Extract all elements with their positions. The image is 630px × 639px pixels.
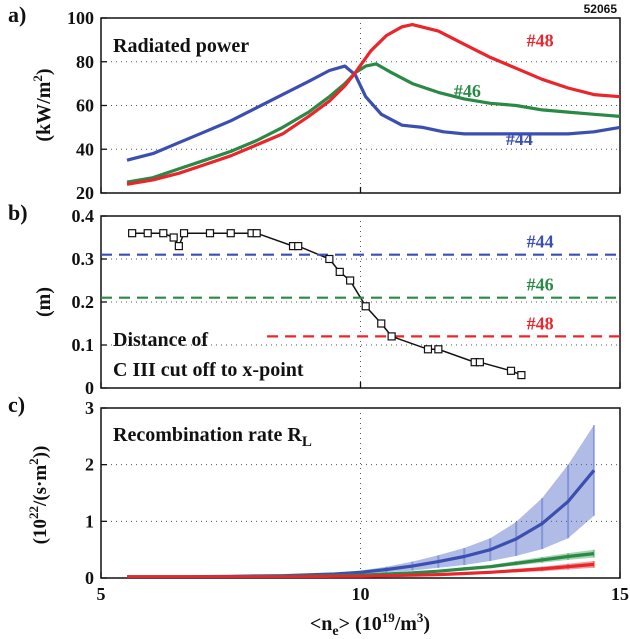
distance-marker <box>174 242 183 251</box>
distance-marker <box>517 371 526 380</box>
distance-marker <box>506 366 516 375</box>
panel-a-title: Radiated power <box>113 35 249 57</box>
error-band-blue <box>127 425 594 577</box>
distance-marker <box>128 229 137 238</box>
shot-number: 52065 <box>584 2 618 16</box>
panel-b-markers <box>128 229 526 380</box>
distance-marker <box>143 229 152 238</box>
ytick-label: 0.3 <box>72 249 95 269</box>
panel-a-plot <box>126 23 620 186</box>
recombination-line-red <box>127 562 595 578</box>
distance-marker <box>346 276 355 285</box>
xtick-label: 10 <box>352 584 370 604</box>
tick-labels: 20 40 60 80 100 0 0.1 0.2 0.3 0.4 0 1 2 3 5 10 15 <box>67 8 629 604</box>
panel-c-title: Recombination rate RL <box>113 424 312 450</box>
panel-b-plot <box>101 232 620 376</box>
distance-marker <box>169 233 178 242</box>
series-line-46 <box>126 62 620 184</box>
panel-a-letter: a) <box>8 2 26 27</box>
distance-marker <box>377 319 386 328</box>
ytick-label: 80 <box>76 52 94 72</box>
ytick-label: 0.2 <box>72 292 95 312</box>
distance-marker <box>159 229 168 238</box>
distance-marker <box>475 358 484 367</box>
panel-b-grid <box>100 215 621 389</box>
distance-marker <box>205 229 215 238</box>
panel-c-ylabel: (1022/(s·m2)) <box>26 446 51 545</box>
x-axis-label: <ne> (1019/m3) <box>310 610 430 639</box>
series-labels: #44 #46 #48 #44 #46 #48 <box>454 30 554 333</box>
ytick-label: 0 <box>85 378 94 398</box>
reference-label-44: #44 <box>527 232 554 252</box>
panel-b-annotation-line1: Distance of <box>113 329 208 351</box>
panel-a-grid <box>100 17 621 194</box>
distance-marker <box>335 267 344 276</box>
reference-label-46: #46 <box>527 275 554 295</box>
xtick-label: 15 <box>611 584 629 604</box>
distance-marker <box>179 229 189 238</box>
distance-marker <box>423 345 433 354</box>
panel-c-plot <box>127 425 596 578</box>
ytick-label: 20 <box>76 183 94 203</box>
series-label-46: #46 <box>454 81 481 101</box>
series-label-48: #48 <box>527 30 554 50</box>
ytick-label: 0.4 <box>72 206 95 226</box>
series-label-44: #44 <box>506 129 533 149</box>
distance-marker <box>434 345 443 354</box>
panel-b-letter: b) <box>8 200 28 225</box>
ytick-label: 40 <box>76 139 94 159</box>
ytick-label: 0.1 <box>72 335 95 355</box>
series-line-44 <box>126 64 620 162</box>
ytick-label: 3 <box>85 398 94 418</box>
ytick-label: 0 <box>85 568 94 588</box>
ytick-label: 100 <box>67 8 94 28</box>
series-line-48 <box>126 23 620 186</box>
distance-marker <box>252 229 261 238</box>
panel-b-ylabel: (m) <box>33 287 55 317</box>
reference-label-48: #48 <box>527 313 554 333</box>
distance-marker <box>294 242 303 251</box>
ytick-label: 1 <box>85 511 94 531</box>
ytick-label: 60 <box>76 96 94 116</box>
ytick-label: 2 <box>85 455 94 475</box>
panel-b-annotation-line2: C III cut off to x-point <box>113 359 304 381</box>
distance-marker <box>387 332 396 341</box>
distance-marker <box>325 254 334 264</box>
xtick-label: 5 <box>97 584 106 604</box>
distance-marker <box>361 302 370 311</box>
distance-marker <box>226 229 235 238</box>
panel-c-letter: c) <box>8 392 25 417</box>
panel-a-ylabel: (kW/m2) <box>30 68 55 141</box>
